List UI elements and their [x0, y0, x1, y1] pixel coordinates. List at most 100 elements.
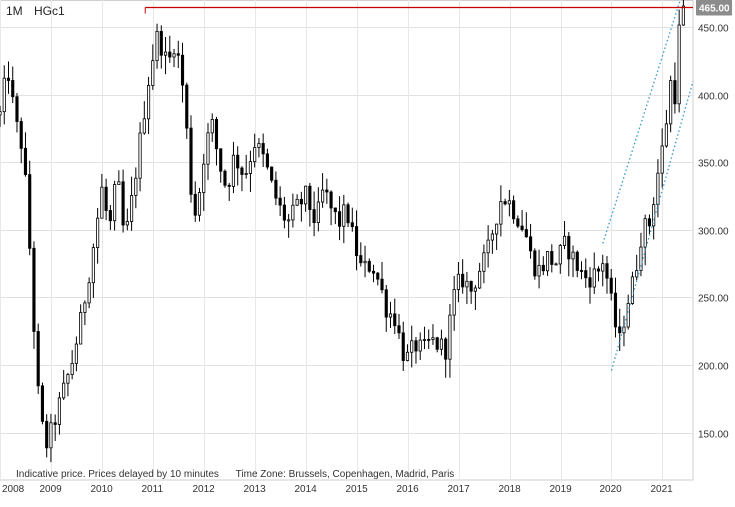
candle-body: [465, 280, 469, 288]
candle-body: [520, 225, 524, 230]
candle-body: [113, 184, 117, 222]
candle-body: [371, 270, 376, 274]
candle-body: [240, 167, 244, 175]
footer-note: Indicative price. Prices delayed by 10 m…: [16, 469, 454, 480]
candle-body: [584, 270, 588, 279]
candle-body: [325, 189, 329, 193]
candle-body: [155, 31, 159, 62]
candle-body: [79, 312, 83, 345]
candle-body: [261, 143, 265, 155]
candle-body: [418, 339, 422, 352]
last-price-badge: [696, 0, 732, 16]
candle-body: [596, 268, 601, 272]
x-tick-label: 2021: [651, 484, 674, 495]
x-tick-label: 2014: [295, 484, 318, 495]
candle-body: [49, 422, 53, 449]
candle-body: [469, 280, 473, 292]
candle-body: [495, 223, 499, 235]
y-tick-label: 450.00: [698, 24, 729, 35]
candle-body: [91, 247, 95, 284]
candle-body: [274, 179, 278, 199]
candle-body: [74, 343, 78, 364]
candle-body: [503, 201, 507, 205]
candle-body: [151, 60, 155, 86]
candle-body: [422, 339, 427, 341]
candle-body: [295, 198, 299, 206]
trend-line: [602, 0, 681, 244]
candle-body: [405, 351, 410, 361]
candle-body: [681, 5, 685, 26]
candle-body: [647, 218, 651, 227]
candle-body: [605, 263, 609, 279]
candle-body: [579, 270, 584, 272]
candle-body: [601, 263, 605, 272]
candle-body: [253, 147, 257, 163]
candle-body: [96, 217, 100, 249]
candle-body: [554, 263, 558, 266]
x-tick-label: 2011: [142, 484, 164, 495]
candle-body: [478, 270, 482, 289]
candle-body: [342, 204, 346, 227]
x-tick-label: 2013: [244, 484, 267, 495]
candle-body: [231, 154, 236, 187]
candle-body: [529, 236, 533, 252]
candle-body: [66, 374, 70, 384]
candle-body: [197, 192, 202, 216]
candle-body: [19, 121, 23, 149]
x-tick-label: 2019: [550, 484, 573, 495]
candle-body: [473, 287, 477, 292]
candle-body: [189, 127, 193, 195]
candle-body: [346, 204, 350, 224]
candle-body: [104, 186, 108, 211]
x-axis: 2008 2009 2010 2011 2012 2013 2014 2015 2016 2017…: [2, 484, 673, 495]
candle-body: [329, 191, 333, 209]
candle-body: [28, 174, 32, 249]
candle-body: [643, 218, 647, 248]
candle-body: [575, 251, 579, 271]
candle-body: [163, 51, 168, 56]
candle-body: [62, 382, 66, 399]
candle-body: [0, 111, 2, 116]
candle-body: [83, 302, 87, 313]
candle-body: [227, 184, 231, 187]
candle-body: [321, 189, 325, 203]
candle-body: [618, 326, 622, 334]
y-tick-label: 300.00: [698, 227, 729, 238]
candle-body: [299, 198, 303, 205]
candle-body: [639, 246, 643, 271]
candle-body: [630, 276, 635, 304]
candle-body: [134, 177, 138, 196]
symbol-label[interactable]: HGc1: [34, 4, 65, 18]
candle-body: [223, 170, 227, 186]
candle-body: [130, 195, 134, 222]
candle-body: [550, 251, 554, 265]
candle-body: [524, 229, 528, 238]
candle-body: [567, 235, 571, 260]
candlestick-series: [0, 0, 685, 463]
candle-body: [384, 289, 388, 318]
candle-body: [461, 273, 465, 288]
candle-body: [180, 54, 185, 86]
candle-body: [363, 260, 367, 264]
candle-body: [159, 31, 163, 56]
candle-body: [333, 207, 337, 213]
candle-body: [287, 219, 291, 222]
candle-body: [45, 420, 49, 449]
candle-body: [367, 260, 371, 272]
candle-body: [545, 251, 550, 272]
candle-body: [435, 337, 439, 350]
x-tick-label: 2015: [346, 484, 369, 495]
candle-body: [2, 77, 6, 113]
candle-body: [677, 24, 681, 105]
timeframe-label[interactable]: 1M: [6, 4, 23, 18]
candle-body: [265, 153, 269, 168]
candle-body: [53, 422, 57, 425]
candle-body: [32, 247, 36, 332]
y-tick-label: 200.00: [698, 362, 729, 373]
candle-body: [499, 201, 503, 225]
candle-body: [36, 331, 40, 387]
candle-body: [291, 204, 295, 221]
candle-body: [490, 233, 494, 241]
candle-body: [350, 222, 354, 228]
candle-body: [117, 181, 121, 185]
